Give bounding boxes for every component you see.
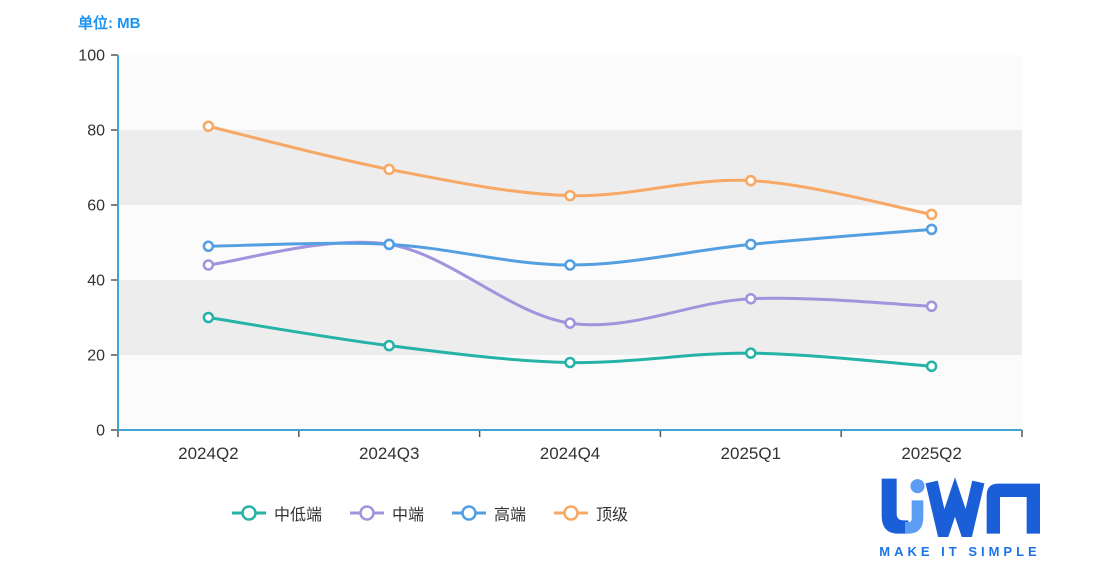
svg-text:60: 60 [87, 198, 105, 215]
svg-text:2025Q1: 2025Q1 [721, 444, 782, 463]
chart-legend: 中低端 中端 高端 顶级 [0, 501, 860, 525]
logo-letter-w [925, 477, 985, 555]
liwa-logo-mark [881, 477, 1040, 555]
legend-item-顶级[interactable]: 顶级 [554, 501, 628, 525]
logo-letter-a [986, 483, 1040, 534]
logo-tagline: MAKE IT SIMPLE [879, 544, 1041, 559]
legend-label: 顶级 [596, 507, 629, 524]
legend-label: 中端 [391, 507, 424, 524]
logo-letter-i-dot [910, 479, 925, 494]
logo-letter-l [881, 478, 909, 534]
svg-text:20: 20 [87, 348, 105, 365]
legend-marker [231, 505, 266, 521]
line-chart: 0 20 40 60 80 100 2024Q2 2024Q3 2024Q4 2025Q1 2025… [78, 48, 1023, 463]
svg-text:100: 100 [78, 48, 105, 65]
chart-title: 单位: MB [78, 15, 141, 32]
liwa-logo: MAKE IT SIMPLE [856, 477, 1064, 559]
legend-label: 高端 [494, 507, 527, 524]
svg-text:80: 80 [87, 123, 105, 140]
legend-marker [554, 505, 589, 521]
svg-text:2025Q2: 2025Q2 [901, 444, 962, 463]
legend-marker [452, 505, 486, 521]
legend-marker [349, 505, 384, 521]
legend-item-高端[interactable]: 高端 [452, 501, 526, 525]
legend-item-中端[interactable]: 中端 [349, 501, 424, 525]
svg-text:2024Q3: 2024Q3 [359, 444, 420, 463]
svg-text:2024Q4: 2024Q4 [540, 444, 601, 463]
svg-text:0: 0 [96, 423, 105, 440]
legend-label: 中低端 [273, 507, 322, 524]
legend-item-中低端[interactable]: 中低端 [231, 501, 322, 525]
logo-letter-i-hook [905, 500, 924, 534]
svg-text:40: 40 [87, 273, 105, 290]
svg-text:2024Q2: 2024Q2 [178, 444, 239, 463]
